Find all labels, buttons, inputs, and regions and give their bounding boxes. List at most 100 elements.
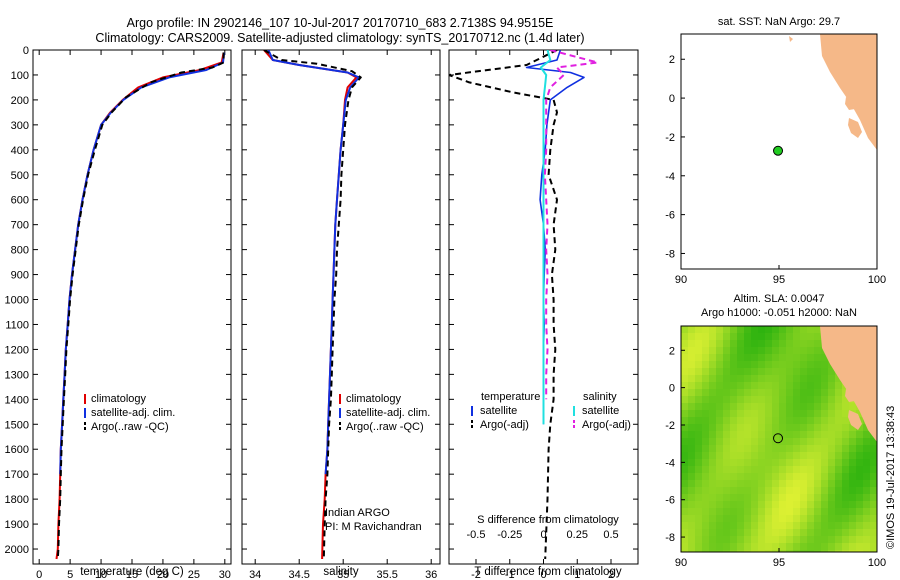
- sla-cell: [751, 410, 758, 417]
- x-tick-label: 0: [36, 569, 42, 580]
- sla-cell: [737, 410, 744, 417]
- sla-cell: [716, 508, 723, 515]
- sla-cell: [744, 494, 751, 501]
- sla-cell: [849, 515, 856, 522]
- sla-cell: [716, 445, 723, 452]
- sla-cell: [744, 522, 751, 529]
- sla-cell: [849, 466, 856, 473]
- sla-cell: [681, 487, 688, 494]
- sla-cell: [772, 354, 779, 361]
- sla-cell: [807, 417, 814, 424]
- sla-cell: [786, 382, 793, 389]
- sla-cell: [779, 515, 786, 522]
- sla-cell: [772, 382, 779, 389]
- sla-cell: [737, 473, 744, 480]
- sla-cell: [821, 550, 828, 552]
- sla-cell: [828, 473, 835, 480]
- sla-cell: [807, 382, 814, 389]
- sla-cell: [716, 438, 723, 445]
- sla-cell: [695, 445, 702, 452]
- sla-cell: [828, 382, 835, 389]
- sla-cell: [716, 424, 723, 431]
- sla-cell: [793, 403, 800, 410]
- sla-cell: [737, 333, 744, 340]
- sla-cell: [772, 480, 779, 487]
- sla-cell: [849, 452, 856, 459]
- sla-cell: [821, 424, 828, 431]
- sla-cell: [793, 515, 800, 522]
- sla-cell: [688, 410, 695, 417]
- sla-cell: [779, 543, 786, 550]
- sla-cell: [688, 473, 695, 480]
- sla-cell: [800, 354, 807, 361]
- sla-cell: [856, 438, 863, 445]
- sla-cell: [835, 508, 842, 515]
- sla-cell: [856, 452, 863, 459]
- sla-cell: [702, 396, 709, 403]
- sla-cell: [786, 550, 793, 552]
- sla-cell: [702, 452, 709, 459]
- sla-cell: [856, 522, 863, 529]
- salinity-ticks: 34 34.5 35 35.5 36: [242, 49, 440, 580]
- sla-cell: [779, 340, 786, 347]
- sla-cell: [786, 494, 793, 501]
- sla-cell: [772, 417, 779, 424]
- sla-cell: [772, 438, 779, 445]
- sla-cell: [800, 494, 807, 501]
- sla-cell: [688, 501, 695, 508]
- sla-cell: [695, 368, 702, 375]
- sla-cell: [702, 508, 709, 515]
- sla-cell: [716, 550, 723, 552]
- sla-cell: [737, 396, 744, 403]
- sla-cell: [779, 480, 786, 487]
- sla-cell: [695, 550, 702, 552]
- y-tick-label: 1300: [5, 369, 29, 381]
- sla-cell: [709, 438, 716, 445]
- y-tick-label: 800: [11, 245, 29, 257]
- sla-cell: [786, 431, 793, 438]
- salinity-xlabel: salinity: [323, 566, 358, 578]
- sla-cell: [751, 473, 758, 480]
- sla-cell: [695, 403, 702, 410]
- sla-cell: [709, 487, 716, 494]
- sla-cell: [709, 508, 716, 515]
- sla-cell: [723, 424, 730, 431]
- sla-cell: [765, 480, 772, 487]
- sla-cell: [842, 438, 849, 445]
- sla-cell: [821, 459, 828, 466]
- sla-cell: [814, 550, 821, 552]
- x-tick-label: 34: [249, 569, 261, 580]
- map-y-tick-label: 2: [669, 345, 675, 357]
- sla-cell: [772, 403, 779, 410]
- sla-cell: [716, 431, 723, 438]
- sla-cell: [751, 438, 758, 445]
- sla-cell: [751, 417, 758, 424]
- sla-cell: [695, 536, 702, 543]
- sla-cell: [709, 550, 716, 552]
- sla-cell: [730, 396, 737, 403]
- sla-cell: [681, 396, 688, 403]
- sla-cell: [702, 375, 709, 382]
- sla-cell: [765, 515, 772, 522]
- sla-cell: [758, 445, 765, 452]
- sla-cell: [709, 361, 716, 368]
- sla-cell: [863, 508, 870, 515]
- sla-cell: [758, 368, 765, 375]
- sla-cell: [688, 333, 695, 340]
- sla-cell: [849, 543, 856, 550]
- sla-cell: [800, 473, 807, 480]
- sla-cell: [828, 543, 835, 550]
- sla-cell: [856, 410, 863, 417]
- sla-cell: [807, 410, 814, 417]
- sla-cell: [744, 375, 751, 382]
- sla-cell: [828, 487, 835, 494]
- sla-cell: [737, 522, 744, 529]
- sla-cell: [744, 515, 751, 522]
- sla-cell: [681, 445, 688, 452]
- sla-cell: [835, 410, 842, 417]
- sla-cell: [751, 501, 758, 508]
- sla-cell: [800, 515, 807, 522]
- sla-cell: [863, 487, 870, 494]
- x-tick-label: 34.5: [288, 569, 309, 580]
